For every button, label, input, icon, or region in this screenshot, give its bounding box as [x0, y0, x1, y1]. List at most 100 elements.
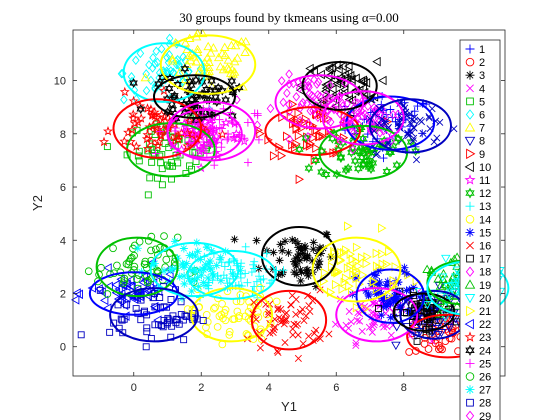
data-point-15	[402, 286, 411, 295]
data-point-3	[296, 245, 305, 254]
data-point-27	[203, 242, 212, 251]
data-point-3	[292, 261, 301, 270]
data-point-24	[211, 92, 220, 102]
data-point-2	[435, 345, 443, 354]
data-point-26	[109, 244, 117, 253]
data-point-23	[123, 127, 134, 137]
data-point-26	[144, 236, 153, 245]
data-point-5	[146, 174, 154, 182]
legend-marker-13	[465, 201, 475, 211]
data-point-23	[119, 86, 130, 97]
data-point-21	[362, 258, 371, 269]
data-point-3	[296, 276, 305, 285]
legend-label: 4	[479, 83, 485, 95]
data-point-14	[217, 310, 226, 319]
data-point-26	[127, 253, 136, 262]
data-point-29	[376, 128, 384, 138]
data-point-23	[134, 100, 146, 111]
data-point-10	[324, 65, 334, 75]
data-point-13	[247, 268, 256, 277]
data-point-29	[376, 109, 384, 120]
data-point-16	[292, 310, 300, 318]
data-point-13	[250, 257, 259, 266]
data-point-14	[221, 306, 230, 314]
data-point-23	[170, 130, 182, 141]
data-point-6	[173, 54, 182, 65]
data-point-20	[452, 266, 462, 275]
data-point-6	[178, 77, 187, 87]
data-point-15	[409, 283, 418, 292]
data-point-23	[151, 122, 162, 133]
data-point-15	[381, 281, 390, 290]
legend-marker-18	[465, 266, 475, 277]
data-point-16	[250, 298, 258, 306]
data-point-27	[180, 271, 189, 280]
legend-entry: 23	[464, 331, 491, 344]
legend-label: 21	[479, 306, 491, 318]
data-point-28	[96, 286, 104, 294]
data-point-22	[126, 280, 135, 291]
data-point-26	[156, 243, 164, 252]
data-point-19	[448, 271, 459, 280]
data-point-15	[372, 290, 381, 299]
legend-entry: 28	[466, 398, 491, 410]
legend-marker-11	[464, 174, 476, 185]
data-point-7	[204, 66, 214, 75]
data-point-3	[317, 249, 326, 258]
legend-label: 20	[479, 293, 491, 305]
data-point-19	[452, 261, 462, 270]
data-point-9	[288, 99, 298, 109]
data-point-16	[274, 348, 282, 357]
data-point-26	[97, 263, 105, 272]
legend-label: 23	[479, 332, 491, 344]
data-point-17	[425, 320, 433, 328]
data-point-6	[152, 46, 161, 57]
y-tick-label: 10	[54, 76, 66, 88]
data-point-13	[262, 249, 271, 258]
legend-label: 24	[479, 345, 491, 357]
data-point-24	[185, 76, 194, 87]
data-point-18	[329, 103, 338, 113]
data-point-24	[136, 104, 145, 114]
axes-box	[72, 29, 506, 377]
data-point-18	[283, 88, 291, 98]
data-point-18	[299, 97, 307, 108]
data-point-2	[431, 336, 440, 344]
legend-marker-4	[466, 84, 474, 93]
legend-label: 2	[479, 57, 485, 69]
legend-marker-23	[464, 331, 476, 342]
data-point-12	[357, 152, 367, 163]
data-point-15	[361, 286, 370, 295]
data-point-21	[378, 249, 387, 259]
legend-entry: 20	[464, 293, 491, 305]
cluster-ellipse-21	[311, 236, 402, 303]
data-point-13	[241, 242, 250, 251]
data-point-28	[177, 311, 185, 319]
legend-entry: 14	[465, 214, 491, 226]
cluster-ellipse-29	[321, 90, 405, 146]
data-point-7	[204, 57, 214, 66]
data-point-26	[125, 257, 134, 266]
data-point-3	[313, 263, 322, 272]
data-point-28	[137, 316, 145, 324]
data-point-19	[434, 309, 445, 318]
y-tick-label: 6	[60, 182, 66, 194]
legend-marker-8	[464, 136, 476, 147]
data-point-4	[368, 328, 376, 336]
data-point-15	[396, 301, 405, 310]
data-point-16	[294, 320, 302, 328]
data-point-26	[152, 245, 160, 254]
data-point-21	[342, 245, 351, 255]
data-point-26	[153, 269, 162, 277]
data-point-6	[153, 57, 162, 68]
data-point-30	[406, 110, 414, 118]
data-point-21	[346, 262, 355, 272]
data-point-5	[169, 162, 177, 170]
data-point-9	[295, 174, 305, 185]
data-point-13	[256, 276, 265, 285]
data-point-30	[382, 117, 390, 126]
legend-label: 16	[479, 241, 491, 253]
data-point-17	[375, 305, 382, 312]
data-point-4	[352, 341, 360, 349]
data-point-15	[375, 281, 384, 290]
